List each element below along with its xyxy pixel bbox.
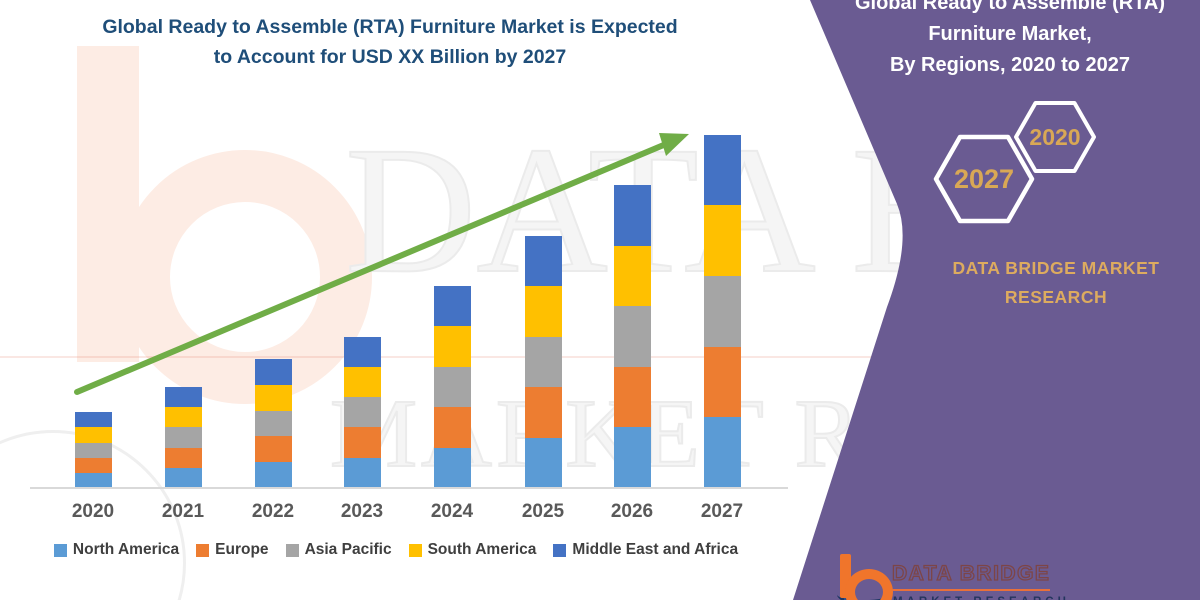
bar-segment-2024-north-america [433, 447, 471, 488]
bar-segment-2025-asia-pacific [524, 336, 562, 387]
bar-segment-2027-middle-east-and-africa [703, 134, 741, 206]
bar-segment-2020-middle-east-and-africa [74, 412, 112, 428]
hexagon-2020-label: 2020 [1029, 124, 1080, 150]
chart-legend: North America Europe Asia Pacific South Ame… [0, 541, 792, 559]
legend-marker-icon [285, 543, 299, 557]
legend-label: Asia Pacific [304, 541, 392, 558]
bar-2025 [524, 235, 562, 488]
bar-segment-2027-south-america [703, 205, 741, 276]
bar-segment-2024-south-america [433, 326, 471, 367]
x-axis-label-2026: 2026 [610, 501, 654, 522]
legend-item-asia-pacific: Asia Pacific [285, 541, 392, 559]
bar-segment-2023-north-america [343, 457, 381, 488]
bar-segment-2025-europe [524, 387, 562, 438]
hexagon-2027-label: 2027 [954, 164, 1014, 194]
footer-brand-sub: MARKET RESEARCH [893, 596, 1070, 600]
bar-segment-2020-north-america [74, 472, 112, 488]
x-axis-labels: 2020 2021 2022 2023 2024 2025 2026 2027 [0, 501, 1200, 525]
x-axis-label-2023: 2023 [340, 501, 384, 522]
legend-label: Middle East and Africa [572, 541, 739, 558]
bar-segment-2025-south-america [524, 286, 562, 337]
footer-logo-b-bowl [845, 569, 893, 600]
legend-item-north-america: North America [53, 541, 180, 559]
bar-segment-2024-europe [433, 407, 471, 448]
chart-title: Global Ready to Assemble (RTA) Furniture… [30, 12, 750, 72]
hexagon-2020 [1014, 101, 1096, 173]
bar-segment-2027-north-america [703, 417, 741, 488]
x-axis-label-2027: 2027 [700, 501, 744, 522]
bar-segment-2026-north-america [613, 427, 651, 488]
bar-segment-2023-europe [343, 427, 381, 458]
sidebar-title-line1: Global Ready to Assemble (RTA) [854, 0, 1166, 14]
chart-title-line1: Global Ready to Assemble (RTA) Furniture… [102, 16, 678, 38]
bar-segment-2027-asia-pacific [703, 275, 741, 347]
sidebar-brand-line1: DATA BRIDGE MARKET [952, 258, 1160, 278]
bar-segment-2026-south-america [613, 245, 651, 307]
x-axis-label-2022: 2022 [251, 501, 295, 522]
bar-segment-2025-middle-east-and-africa [524, 235, 562, 286]
sidebar-brand-line2: RESEARCH [1004, 287, 1108, 307]
bar-segment-2022-asia-pacific [254, 410, 292, 437]
bar-segment-2022-europe [254, 436, 292, 463]
legend-marker-icon [408, 543, 422, 557]
footer-logo-b-icon [840, 554, 851, 598]
sidebar-title-line3: By Regions, 2020 to 2027 [889, 54, 1131, 76]
bar-2024 [433, 286, 471, 488]
bar-segment-2022-north-america [254, 462, 292, 488]
x-axis-label-2024: 2024 [430, 501, 474, 522]
sidebar-title: Global Ready to Assemble (RTA) Furniture… [825, 0, 1195, 81]
bar-segment-2021-south-america [164, 407, 202, 428]
sidebar-title-line2: Furniture Market, [928, 23, 1092, 45]
bar-segment-2020-asia-pacific [74, 442, 112, 458]
x-axis-label-2020: 2020 [71, 501, 115, 522]
bar-segment-2026-asia-pacific [613, 306, 651, 367]
legend-label: Europe [215, 541, 269, 558]
x-axis-line [30, 487, 788, 489]
bar-segment-2026-middle-east-and-africa [613, 185, 651, 246]
bar-2027 [703, 134, 741, 489]
bar-segment-2026-europe [613, 366, 651, 428]
bar-2020 [74, 412, 112, 488]
bar-2026 [613, 185, 651, 488]
legend-marker-icon [53, 543, 67, 557]
bar-segment-2027-europe [703, 346, 741, 418]
footer-logo: DATA BRIDGE MARKET RESEARCH [840, 554, 1100, 600]
footer-brand-name: DATA BRIDGE [891, 561, 1051, 591]
legend-item-south-america: South America [408, 541, 537, 559]
bar-segment-2025-north-america [524, 437, 562, 488]
bar-segment-2024-middle-east-and-africa [433, 286, 471, 327]
legend-item-middle-east-and-africa: Middle East and Africa [553, 541, 738, 559]
legend-marker-icon [553, 543, 567, 557]
sidebar-brand-text: DATA BRIDGE MARKET RESEARCH [900, 254, 1200, 312]
bar-segment-2020-europe [74, 457, 112, 473]
hexagon-2027 [933, 134, 1035, 224]
legend-marker-icon [196, 543, 210, 557]
legend-label: South America [427, 541, 537, 558]
bar-segment-2024-asia-pacific [433, 366, 471, 408]
legend-label: North America [72, 541, 180, 558]
chart-title-line2: to Account for USD XX Billion by 2027 [213, 46, 567, 68]
legend-item-europe: Europe [196, 541, 269, 559]
x-axis-label-2025: 2025 [521, 501, 565, 522]
